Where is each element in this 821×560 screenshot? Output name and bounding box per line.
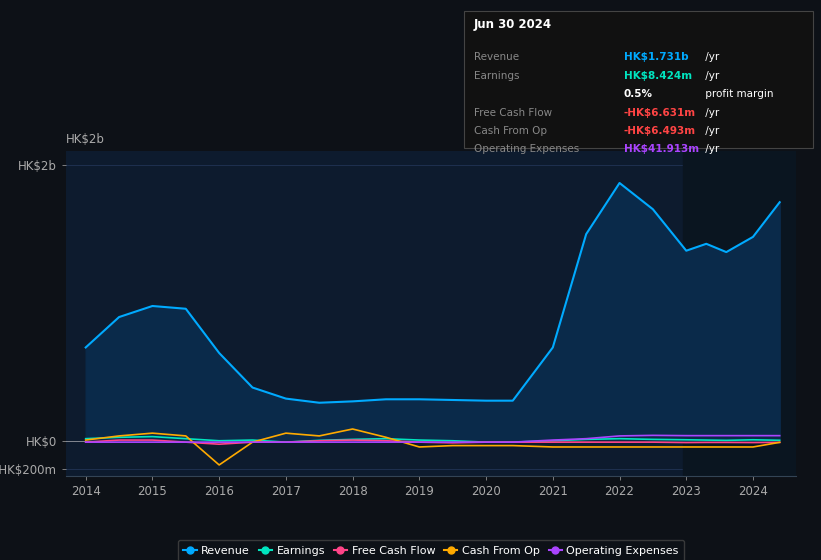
Text: -HK$6.631m: -HK$6.631m <box>624 108 696 118</box>
Text: /yr: /yr <box>702 144 719 155</box>
Bar <box>683 151 796 476</box>
Text: /yr: /yr <box>702 108 719 118</box>
Text: /yr: /yr <box>702 71 719 81</box>
Text: 0.5%: 0.5% <box>624 89 653 99</box>
Text: Jun 30 2024: Jun 30 2024 <box>474 18 552 31</box>
Text: HK$41.913m: HK$41.913m <box>624 144 699 155</box>
Text: HK$1.731b: HK$1.731b <box>624 52 689 62</box>
Text: Free Cash Flow: Free Cash Flow <box>474 108 552 118</box>
Text: /yr: /yr <box>702 126 719 136</box>
Text: Revenue: Revenue <box>474 52 519 62</box>
Text: /yr: /yr <box>702 52 719 62</box>
Text: profit margin: profit margin <box>702 89 773 99</box>
Text: HK$2b: HK$2b <box>66 133 104 146</box>
Text: HK$8.424m: HK$8.424m <box>624 71 692 81</box>
Legend: Revenue, Earnings, Free Cash Flow, Cash From Op, Operating Expenses: Revenue, Earnings, Free Cash Flow, Cash … <box>177 540 685 560</box>
Text: -HK$6.493m: -HK$6.493m <box>624 126 696 136</box>
Text: Cash From Op: Cash From Op <box>474 126 547 136</box>
Text: Operating Expenses: Operating Expenses <box>474 144 579 155</box>
Text: Earnings: Earnings <box>474 71 519 81</box>
